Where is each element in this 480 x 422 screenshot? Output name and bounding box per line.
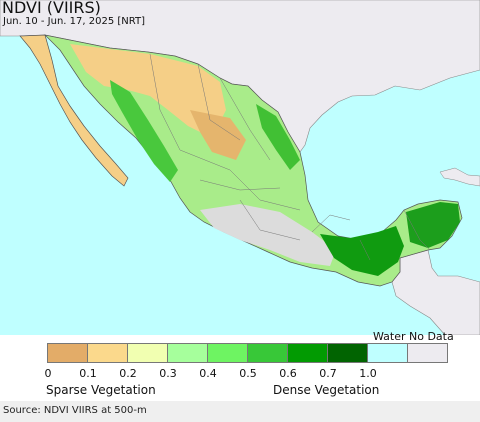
water-swatch (367, 343, 408, 363)
state-borders (149, 53, 431, 261)
water-label: Water (373, 330, 406, 343)
map-title: NDVI (VIIRS) (2, 0, 101, 17)
ndvi-map (0, 0, 480, 335)
legend-swatch (247, 343, 288, 363)
legend-tick: 0.3 (159, 367, 177, 380)
yucatan-vegetation (406, 202, 460, 248)
legend-tick: 1.0 (359, 367, 377, 380)
central-highlands-grey (200, 204, 336, 266)
legend-swatch (127, 343, 168, 363)
mexico-mainland (43, 34, 463, 287)
legend-swatch (207, 343, 248, 363)
sierra-madre-occidental (110, 80, 178, 182)
legend-tick: 0.6 (279, 367, 297, 380)
sparse-vegetation-label: Sparse Vegetation (46, 383, 156, 397)
nodata-swatch (407, 343, 448, 363)
legend-swatch (287, 343, 328, 363)
southern-dense-vegetation (320, 226, 404, 276)
dry-north-region (70, 44, 226, 138)
dense-vegetation-label: Dense Vegetation (273, 383, 380, 397)
nodata-label: No Data (409, 330, 454, 343)
footer-bar (0, 401, 480, 422)
dry-central-region (190, 110, 246, 160)
legend-tick: 0.4 (199, 367, 217, 380)
legend-swatch (87, 343, 128, 363)
legend-swatch (47, 343, 88, 363)
gulf-of-california (52, 58, 132, 170)
legend-tick: 0 (44, 367, 52, 380)
legend-swatch (167, 343, 208, 363)
legend-tick: 0.5 (239, 367, 257, 380)
legend-swatch (327, 343, 368, 363)
baja-california (19, 34, 129, 187)
central-america-land (391, 249, 480, 335)
legend-tick: 0.7 (319, 367, 337, 380)
cuba-land (439, 167, 480, 187)
legend-color-bar (47, 343, 448, 363)
source-credit: Source: NDVI VIIRS at 500-m (3, 405, 147, 416)
map-subtitle: Jun. 10 - Jun. 17, 2025 [NRT] (3, 16, 145, 27)
legend-tick: 0.1 (79, 367, 97, 380)
legend-tick: 0.2 (119, 367, 137, 380)
northeast-vegetation (256, 104, 300, 170)
